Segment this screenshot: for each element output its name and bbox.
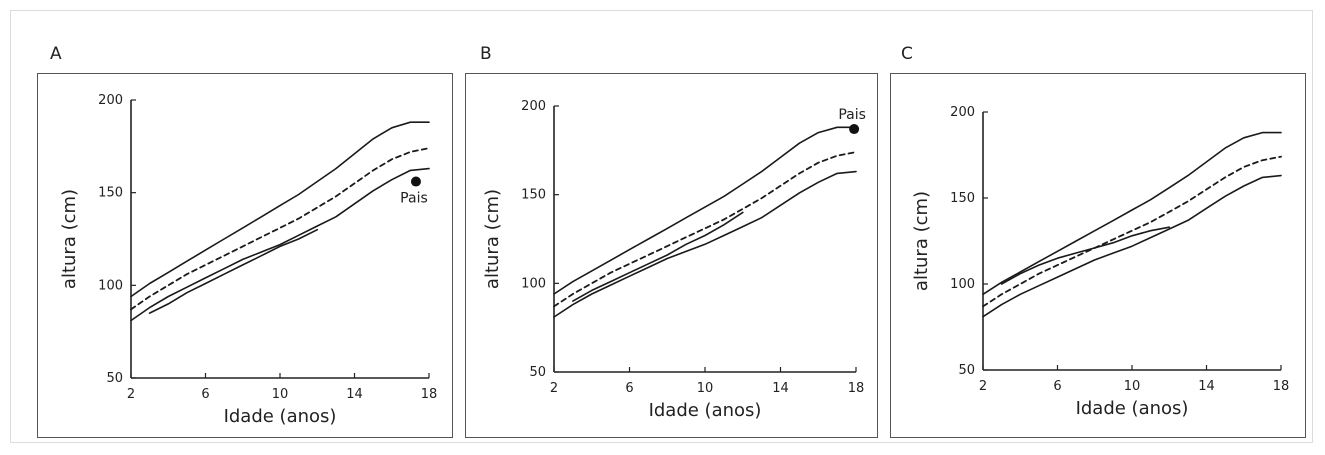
panel-label-b: B bbox=[480, 44, 492, 64]
x-tick-label-c: 14 bbox=[1198, 379, 1215, 394]
parents-label-b: Pais bbox=[838, 107, 866, 123]
upper-percentile-line-c bbox=[982, 131, 1282, 296]
x-tick-label-a: 10 bbox=[272, 387, 289, 402]
y-tick-label-c: 150 bbox=[950, 191, 975, 206]
y-tick-label-c: 100 bbox=[950, 277, 975, 292]
x-tick-label-b: 6 bbox=[625, 381, 633, 396]
panel-label-a: A bbox=[50, 44, 62, 64]
upper-percentile-line-b bbox=[553, 126, 857, 295]
upper-percentile-line-a bbox=[130, 121, 430, 298]
y-tick-label-b: 150 bbox=[521, 188, 546, 203]
y-tick-label-b: 50 bbox=[529, 365, 546, 380]
y-tick-label-c: 200 bbox=[950, 105, 975, 120]
y-tick-label-b: 200 bbox=[521, 99, 546, 114]
chart-svg-a: 50 100 150 200 2 6 10 14 18 Idade (anos) altura (c… bbox=[59, 93, 438, 427]
x-tick-label-a: 6 bbox=[201, 387, 209, 402]
median-dashed-line-a bbox=[130, 147, 430, 311]
x-axis-title-b: Idade (anos) bbox=[649, 400, 762, 421]
x-tick-label-c: 2 bbox=[979, 379, 987, 394]
chart-panel-b: 50 100 150 200 2 6 10 14 18 Idade (anos) altura (c… bbox=[465, 73, 878, 438]
y-axis-title-b: altura (cm) bbox=[482, 189, 503, 289]
y-axis-title-c: altura (cm) bbox=[911, 191, 932, 291]
lower-percentile-line-a bbox=[130, 167, 430, 322]
median-dashed-line-b bbox=[553, 151, 857, 308]
x-tick-label-b: 18 bbox=[848, 381, 865, 396]
chart-svg-c: 50 100 150 200 2 6 10 14 18 Idade (anos) altura (c… bbox=[911, 105, 1290, 419]
x-tick-label-b: 14 bbox=[772, 381, 789, 396]
x-axis-title-a: Idade (anos) bbox=[224, 406, 337, 427]
y-tick-label-c: 50 bbox=[958, 363, 975, 378]
y-tick-label-b: 100 bbox=[521, 276, 546, 291]
panel-label-c: C bbox=[901, 44, 913, 64]
x-tick-label-c: 6 bbox=[1053, 379, 1061, 394]
lower-percentile-line-c bbox=[982, 174, 1282, 318]
x-tick-label-c: 18 bbox=[1273, 379, 1290, 394]
child-growth-line-b bbox=[572, 211, 744, 302]
y-tick-label-a: 200 bbox=[98, 93, 123, 108]
lower-percentile-line-b bbox=[553, 170, 857, 318]
x-tick-label-a: 18 bbox=[421, 387, 438, 402]
x-tick-label-b: 2 bbox=[550, 381, 558, 396]
y-tick-label-a: 150 bbox=[98, 186, 123, 201]
child-growth-line-c bbox=[1000, 226, 1171, 285]
median-dashed-line-c bbox=[982, 155, 1282, 308]
chart-panel-a: 50 100 150 200 2 6 10 14 18 Idade (anos) altura (c… bbox=[37, 73, 453, 438]
parents-point-a bbox=[410, 176, 421, 187]
x-tick-label-c: 10 bbox=[1124, 379, 1141, 394]
x-tick-label-b: 10 bbox=[697, 381, 714, 396]
y-axis-title-a: altura (cm) bbox=[59, 189, 80, 289]
parents-label-a: Pais bbox=[400, 191, 428, 207]
y-tick-label-a: 50 bbox=[106, 371, 123, 386]
x-tick-label-a: 2 bbox=[127, 387, 135, 402]
x-tick-label-a: 14 bbox=[346, 387, 363, 402]
x-axis-title-c: Idade (anos) bbox=[1076, 398, 1189, 419]
chart-panel-c: 50 100 150 200 2 6 10 14 18 Idade (anos) altura (c… bbox=[890, 73, 1306, 438]
y-tick-label-a: 100 bbox=[98, 278, 123, 293]
chart-svg-b: 50 100 150 200 2 6 10 14 18 Idade (anos) altura (c… bbox=[482, 99, 866, 421]
child-growth-line-a bbox=[148, 228, 319, 314]
parents-point-b bbox=[849, 124, 860, 135]
